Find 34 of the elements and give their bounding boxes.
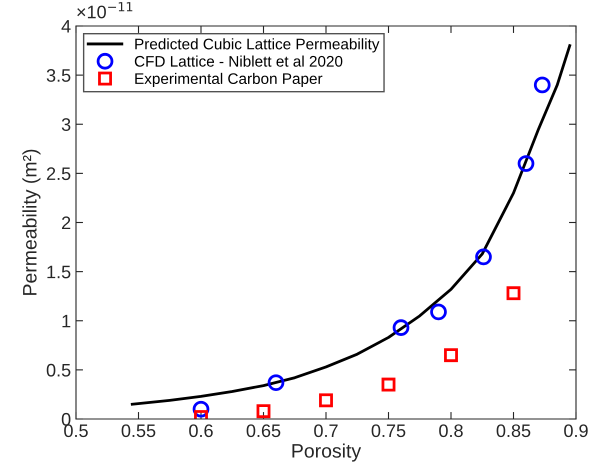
y-tick-label: 4 bbox=[62, 20, 71, 33]
y-tick-label: 1.5 bbox=[47, 266, 70, 278]
x-axis-title: Porosity bbox=[292, 443, 362, 462]
x-tick-label: 0.75 bbox=[372, 424, 406, 438]
x-tick-label: 0.6 bbox=[189, 424, 213, 438]
point bbox=[256, 404, 270, 418]
y-tick-label: 3.5 bbox=[46, 69, 70, 82]
legend-label: Experimental Carbon Paper bbox=[135, 72, 322, 88]
x-tick-label: 0.85 bbox=[496, 424, 530, 438]
point bbox=[392, 319, 410, 336]
x-tick-label: 0.9 bbox=[564, 424, 588, 438]
y-axis-title: Permeability (m²) bbox=[22, 150, 40, 295]
legend-label: CFD Lattice - Niblett et al 2020 bbox=[134, 56, 342, 67]
point bbox=[506, 286, 520, 300]
x-tick-label: 0.7 bbox=[314, 424, 338, 438]
point bbox=[268, 374, 284, 391]
point bbox=[534, 76, 551, 94]
y-tick-label: 2.5 bbox=[46, 167, 70, 180]
text: ×10$^{−11}$ bbox=[77, 2, 132, 18]
point bbox=[319, 393, 333, 408]
point bbox=[430, 304, 447, 320]
x-tick-label: 0.8 bbox=[439, 424, 463, 438]
y-tick-label: 1 bbox=[62, 314, 70, 328]
x-tick-label: 0.65 bbox=[246, 424, 280, 438]
point bbox=[382, 378, 396, 392]
y-tick-label: 2 bbox=[62, 216, 70, 230]
y-tick-label: 3 bbox=[62, 118, 70, 131]
y-tick-label: 0.5 bbox=[46, 364, 70, 377]
x-tick-label: 0.55 bbox=[122, 424, 156, 438]
point bbox=[475, 248, 492, 266]
point bbox=[518, 155, 534, 172]
point bbox=[444, 348, 458, 362]
y-tick-label: 0 bbox=[62, 412, 70, 426]
legend-label: Predicted Cubic Lattice Permeability bbox=[135, 38, 380, 52]
